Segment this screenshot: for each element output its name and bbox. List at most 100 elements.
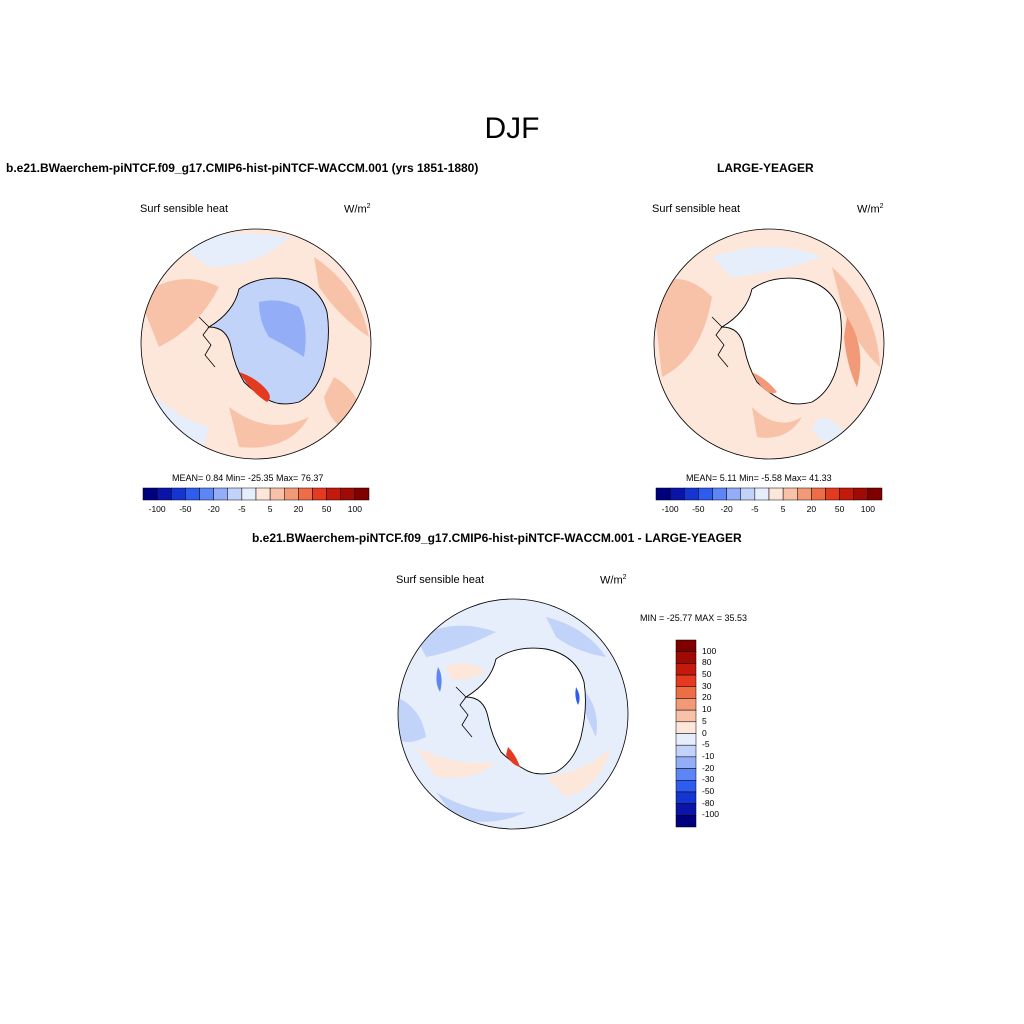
colorbar-swatch (684, 487, 699, 501)
colorbar-tick-label: -50 (702, 785, 715, 796)
colorbar-tick-label: -20 (207, 504, 220, 514)
colorbar-swatch (227, 487, 243, 501)
colorbar-tick-label: 80 (702, 657, 712, 668)
colorbar-swatch (669, 487, 685, 501)
colorbar-swatch (712, 487, 727, 501)
panel-1-units-label: W/m2 (344, 203, 371, 216)
colorbar-tick-label: -100 (148, 504, 166, 514)
colorbar-tick-label: -20 (720, 504, 733, 514)
colorbar-tick-label: -20 (702, 762, 715, 773)
colorbar-swatch (340, 487, 356, 501)
panel-3-units-label: W/m2 (600, 574, 627, 587)
colorbar-swatch (675, 768, 697, 781)
panel-2-units-label: W/m2 (857, 203, 884, 216)
colorbar-tick-label: -5 (751, 504, 759, 514)
colorbar-swatch (782, 487, 798, 501)
page-title: DJF (484, 112, 540, 145)
panel-1-title: b.e21.BWaerchem-piNTCF.f09_g17.CMIP6-his… (6, 161, 479, 175)
panel-2-polar-map (653, 228, 885, 460)
colorbar-swatch (675, 733, 697, 746)
panel-1-variable-label: Surf sensible heat (140, 203, 229, 215)
colorbar-swatch (698, 487, 713, 501)
panel-2-variable-label: Surf sensible heat (652, 203, 741, 215)
colorbar-tick-label: 5 (267, 504, 273, 514)
colorbar-tick-label: 10 (702, 704, 712, 715)
colorbar-tick-label: -10 (702, 750, 715, 761)
colorbar-tick-label: -100 (661, 504, 679, 514)
colorbar-swatch (675, 744, 697, 758)
colorbar-swatch (754, 487, 770, 501)
colorbar-tick-label: -5 (702, 739, 710, 750)
colorbar-swatch (241, 487, 257, 501)
colorbar-swatch (255, 487, 271, 501)
colorbar-tick-label: 20 (293, 504, 304, 514)
panel-3-colorbar-labels: 100 80 50 30 20 10 5 0 -5 -10 -20 -30 -50 -80 -100 (702, 640, 742, 827)
colorbar-swatch (675, 756, 697, 769)
colorbar-swatch (853, 487, 869, 501)
colorbar-swatch (312, 487, 327, 501)
colorbar-swatch (675, 780, 697, 793)
colorbar-swatch (675, 651, 697, 664)
colorbar-swatch (675, 698, 697, 711)
colorbar-swatch (825, 487, 840, 501)
colorbar-swatch (675, 721, 697, 734)
panel-2-field (654, 229, 884, 459)
panel-2-stats: MEAN= 5.11 Min= -5.58 Max= 41.33 (686, 473, 832, 483)
colorbar-swatch (675, 686, 697, 699)
colorbar-swatch (675, 674, 697, 687)
colorbar-swatch (675, 639, 697, 652)
colorbar-swatch (740, 487, 756, 501)
panel-2-colorbar (655, 487, 883, 501)
colorbar-swatch (354, 487, 370, 501)
colorbar-tick-label: -50 (692, 504, 705, 514)
colorbar-swatch (797, 487, 812, 501)
colorbar-swatch (298, 487, 313, 501)
panel-3-title: b.e21.BWaerchem-piNTCF.f09_g17.CMIP6-his… (252, 531, 742, 545)
panel-1-polar-map (140, 228, 372, 460)
colorbar-tick-label: -5 (238, 504, 246, 514)
colorbar-swatch (171, 487, 186, 501)
panel-2-title: LARGE-YEAGER (717, 161, 814, 175)
colorbar-swatch (675, 815, 697, 828)
colorbar-tick-label: 50 (321, 504, 332, 514)
colorbar-swatch (185, 487, 200, 501)
colorbar-tick-label: 20 (702, 692, 712, 703)
panel-3-stats: MIN = -25.77 MAX = 35.53 (640, 613, 748, 623)
colorbar-swatch (655, 487, 671, 501)
colorbar-tick-label: 0 (702, 727, 707, 738)
colorbar-swatch (811, 487, 826, 501)
colorbar-swatch (269, 487, 285, 501)
colorbar-swatch (156, 487, 172, 501)
colorbar-tick-label: -30 (702, 774, 715, 785)
panel-2-colorbar-labels: -100 -50 -20 -5 5 20 50 100 (656, 504, 882, 516)
colorbar-tick-label: 50 (702, 669, 712, 680)
colorbar-swatch (768, 487, 784, 501)
colorbar-swatch (839, 487, 854, 501)
panel-1-stats: MEAN= 0.84 Min= -25.35 Max= 76.37 (172, 473, 324, 483)
colorbar-swatch (867, 487, 883, 501)
colorbar-tick-label: -50 (179, 504, 192, 514)
colorbar-swatch (142, 487, 158, 501)
colorbar-tick-label: 5 (780, 504, 786, 514)
colorbar-swatch (326, 487, 341, 501)
panel-1-colorbar-labels: -100 -50 -20 -5 5 20 50 100 (143, 504, 369, 516)
colorbar-swatch (675, 663, 697, 676)
colorbar-tick-label: 50 (834, 504, 845, 514)
colorbar-tick-label: 100 (860, 504, 875, 514)
panel-3-field (398, 599, 628, 829)
colorbar-tick-label: 100 (702, 645, 717, 656)
colorbar-tick-label: 100 (347, 504, 362, 514)
colorbar-tick-label: -80 (702, 797, 715, 808)
panel-3-colorbar (675, 639, 697, 828)
colorbar-swatch (213, 487, 228, 501)
panel-1-field (141, 229, 371, 459)
colorbar-tick-label: 20 (806, 504, 817, 514)
panel-3-polar-map (397, 598, 629, 830)
panel-3-variable-label: Surf sensible heat (396, 574, 485, 586)
colorbar-swatch (284, 487, 299, 501)
colorbar-swatch (675, 791, 697, 804)
colorbar-tick-label: 5 (702, 715, 707, 726)
colorbar-tick-label: 30 (702, 680, 712, 691)
colorbar-swatch (675, 803, 697, 816)
colorbar-swatch (726, 487, 741, 501)
